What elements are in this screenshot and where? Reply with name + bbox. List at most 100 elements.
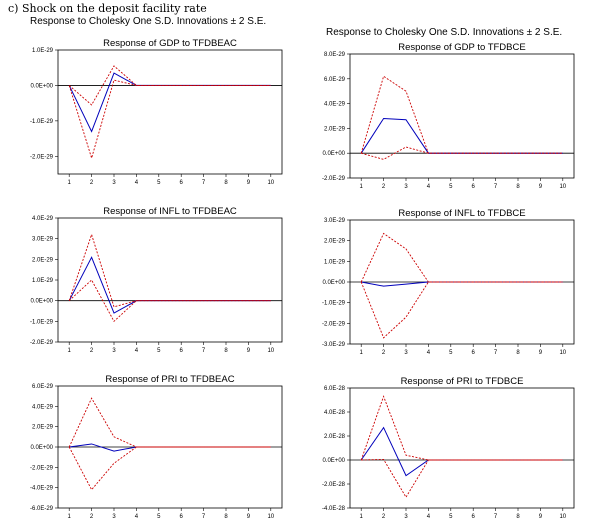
chart-title: Response of GDP to TFDBEAC	[103, 38, 237, 49]
x-tick-label: 10	[559, 350, 566, 356]
chart-title: Response of INFL to TFDBCE	[398, 208, 525, 219]
x-tick-label: 2	[90, 180, 94, 186]
x-tick-label: 10	[559, 184, 566, 190]
x-tick-label: 8	[224, 348, 228, 354]
x-tick-label: 3	[404, 184, 408, 190]
x-tick-label: 4	[427, 350, 431, 356]
y-tick-label: -2.0E-29	[322, 176, 346, 182]
chart-title: Response of INFL to TFDBEAC	[103, 206, 237, 217]
x-tick-label: 1	[68, 348, 72, 354]
chart-infl-tfdbce-svg: Response of INFL to TFDBCE 3.0E-29 2.0E-29…	[322, 208, 575, 356]
lower-band-line	[361, 458, 563, 499]
upper-band-line	[68, 233, 271, 308]
chart-gdp-tfdbeac: Response of GDP to TFDBEAC 1.0E-29 0.0E+00…	[12, 36, 292, 188]
x-tick-label: 6	[180, 514, 184, 520]
y-tick-label: 3.0E-29	[32, 237, 54, 243]
upper-band-line	[360, 395, 563, 461]
y-tick-label: 2.0E-29	[324, 239, 346, 245]
x-tick-label: 9	[247, 348, 251, 354]
x-tick-label: 4	[427, 514, 431, 520]
x-tick-label: 1	[68, 180, 72, 186]
x-tick-label: 1	[360, 350, 364, 356]
x-tick-label: 5	[449, 184, 453, 190]
y-tick-label: 1.0E-29	[32, 278, 54, 284]
chart-infl-tfdbeac: Response of INFL to TFDBEAC 4.0E-29 3.0E-2…	[12, 204, 292, 356]
x-tick-label: 10	[267, 514, 274, 520]
y-tick-label: 0.0E+00	[30, 83, 53, 89]
y-tick-label: 6.0E-29	[324, 77, 346, 83]
y-tick-label: 1.0E-29	[32, 48, 54, 54]
x-tick-label: 8	[516, 514, 520, 520]
y-tick-label: 4.0E-29	[324, 102, 346, 108]
x-tick-label: 5	[449, 514, 453, 520]
upper-band-line	[360, 75, 563, 154]
y-tick-label: -2.0E-29	[30, 154, 54, 160]
x-tick-label: 9	[539, 514, 543, 520]
column-header-left: Response to Cholesky One S.D. Innovation…	[30, 16, 267, 27]
response-line	[68, 256, 271, 314]
upper-band-line	[68, 397, 271, 448]
y-tick-label: 0.0E+00	[322, 151, 345, 157]
y-tick-label: 8.0E-29	[324, 52, 346, 58]
x-tick-label: 4	[135, 348, 139, 354]
x-tick-label: 1	[360, 514, 364, 520]
x-tick-label: 5	[157, 348, 161, 354]
x-tick-label: 3	[112, 514, 116, 520]
plot-frame	[57, 49, 283, 175]
y-tick-label: 4.0E-28	[324, 410, 346, 416]
lower-band-line	[68, 279, 271, 323]
y-tick-label: 6.0E-29	[32, 384, 54, 390]
y-tick-label: 2.0E-29	[324, 126, 346, 132]
y-tick-label: -4.0E-28	[322, 506, 346, 512]
x-tick-label: 10	[267, 348, 274, 354]
x-tick-label: 7	[202, 514, 206, 520]
y-tick-label: -1.0E-29	[30, 319, 54, 325]
x-tick-label: 2	[90, 348, 94, 354]
y-tick-label: 2.0E-28	[324, 434, 346, 440]
y-tick-label: -1.0E-29	[322, 301, 346, 307]
x-tick-label: 5	[157, 514, 161, 520]
lower-band-line	[68, 446, 271, 491]
x-tick-label: 8	[516, 184, 520, 190]
lower-band-line	[360, 281, 563, 339]
y-tick-label: 6.0E-28	[324, 386, 346, 392]
x-tick-label: 6	[180, 348, 184, 354]
response-line	[360, 426, 563, 477]
chart-title: Response of PRI to TFDBEAC	[105, 374, 234, 385]
y-tick-label: 2.0E-29	[32, 425, 54, 431]
y-tick-label: 2.0E-29	[32, 257, 54, 263]
x-tick-label: 5	[449, 350, 453, 356]
chart-pri-tfdbeac: Response of PRI to TFDBEAC 6.0E-29 4.0E-29…	[12, 372, 292, 522]
y-tick-label: 0.0E+00	[322, 280, 345, 286]
x-tick-label: 4	[135, 180, 139, 186]
response-line	[360, 117, 563, 154]
x-tick-label: 9	[539, 350, 543, 356]
x-tick-label: 1	[360, 184, 364, 190]
chart-gdp-tfdbce: Response of GDP to TFDBCE 8.0E-29 6.0E-29 4…	[304, 40, 584, 192]
x-tick-label: 6	[472, 350, 476, 356]
x-tick-label: 7	[202, 348, 206, 354]
y-tick-label: -2.0E-28	[322, 482, 346, 488]
x-tick-label: 7	[494, 514, 498, 520]
chart-infl-tfdbeac-svg: Response of INFL to TFDBEAC 4.0E-29 3.0E-2…	[30, 206, 283, 354]
x-tick-label: 5	[157, 180, 161, 186]
x-tick-label: 4	[427, 184, 431, 190]
chart-title: Response of PRI to TFDBCE	[401, 376, 524, 387]
figure-heading: c) Shock on the deposit facility rate	[8, 2, 207, 15]
x-tick-label: 8	[516, 350, 520, 356]
x-tick-label: 3	[404, 514, 408, 520]
x-tick-label: 3	[112, 180, 116, 186]
chart-title: Response of GDP to TFDBCE	[398, 42, 525, 53]
y-tick-label: -1.0E-29	[30, 119, 54, 125]
chart-gdp-tfdbce-svg: Response of GDP to TFDBCE 8.0E-29 6.0E-29 4…	[322, 42, 575, 190]
y-tick-label: -6.0E-29	[30, 506, 54, 512]
y-tick-label: 3.0E-29	[324, 218, 346, 224]
x-tick-label: 9	[539, 184, 543, 190]
chart-infl-tfdbce: Response of INFL to TFDBCE 3.0E-29 2.0E-29…	[304, 206, 584, 358]
chart-pri-tfdbeac-svg: Response of PRI to TFDBEAC 6.0E-29 4.0E-29…	[30, 374, 283, 520]
y-tick-label: -2.0E-29	[30, 465, 54, 471]
x-tick-label: 4	[135, 514, 139, 520]
x-tick-label: 6	[180, 180, 184, 186]
y-tick-label: -4.0E-29	[30, 486, 54, 492]
lower-band-line	[361, 146, 563, 160]
